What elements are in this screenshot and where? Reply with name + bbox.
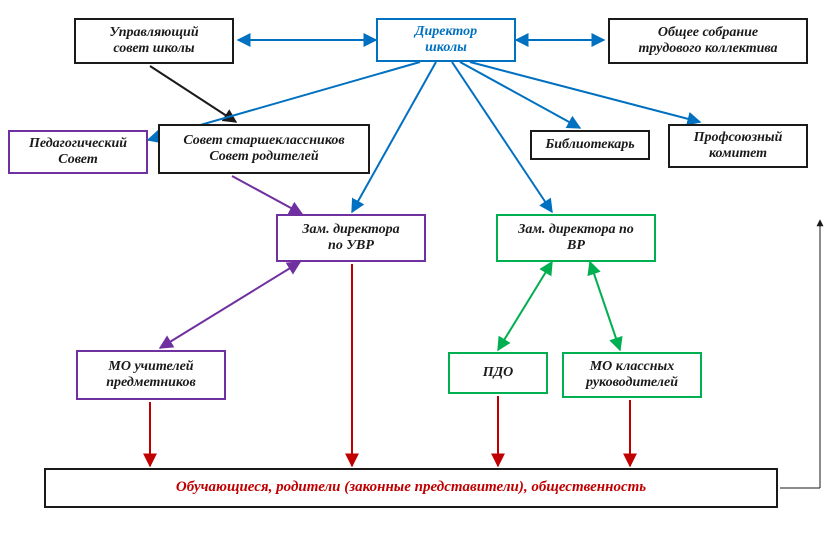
node-union_committee: Профсоюзныйкомитет: [668, 124, 808, 168]
node-mo_subject_teachers: МО учителейпредметников: [76, 350, 226, 400]
edge-dir-to-union: [470, 62, 700, 122]
node-label-director: Директоршколы: [415, 24, 477, 56]
edge-gov-to-spcouncil: [150, 66, 236, 122]
node-label-governing_council: Управляющийсовет школы: [109, 25, 198, 57]
node-label-student_parent_council: Совет старшеклассниковСовет родителей: [183, 133, 344, 165]
node-director: Директоршколы: [376, 18, 516, 62]
edge-dir-to-librarian: [460, 62, 580, 128]
node-label-deputy_vr: Зам. директора поВР: [518, 222, 634, 254]
node-deputy_vr: Зам. директора поВР: [496, 214, 656, 262]
node-label-union_committee: Профсоюзныйкомитет: [694, 130, 783, 162]
node-label-students_parents_public: Обучающиеся, родители (законные представ…: [176, 479, 646, 496]
node-pdo: ПДО: [448, 352, 548, 394]
node-label-deputy_uvr: Зам. директорапо УВР: [302, 222, 399, 254]
diagram-canvas: Управляющийсовет школы Директоршколы Общее…: [0, 0, 828, 538]
edge-depuvr-to-moteachers: [160, 262, 300, 348]
edges-layer: [0, 0, 828, 538]
node-librarian: Библиотекарь: [530, 130, 650, 160]
node-general_assembly: Общее собраниетрудового коллектива: [608, 18, 808, 64]
node-mo_class_leaders: МО классныхруководителей: [562, 352, 702, 398]
node-label-librarian: Библиотекарь: [545, 137, 634, 153]
node-student_parent_council: Совет старшеклассниковСовет родителей: [158, 124, 370, 174]
node-governing_council: Управляющийсовет школы: [74, 18, 234, 64]
edge-depvr-to-moclass: [590, 262, 620, 350]
node-label-mo_subject_teachers: МО учителейпредметников: [106, 359, 195, 391]
edge-spcouncil-to-depuvr: [232, 176, 302, 214]
node-students_parents_public: Обучающиеся, родители (законные представ…: [44, 468, 778, 508]
node-label-mo_class_leaders: МО классныхруководителей: [586, 359, 678, 391]
node-pedagogical_council: ПедагогическийСовет: [8, 130, 148, 174]
node-label-pedagogical_council: ПедагогическийСовет: [29, 136, 127, 168]
node-deputy_uvr: Зам. директорапо УВР: [276, 214, 426, 262]
node-label-general_assembly: Общее собраниетрудового коллектива: [638, 25, 777, 57]
edge-depvr-to-pdo: [498, 262, 552, 350]
node-label-pdo: ПДО: [483, 365, 514, 381]
